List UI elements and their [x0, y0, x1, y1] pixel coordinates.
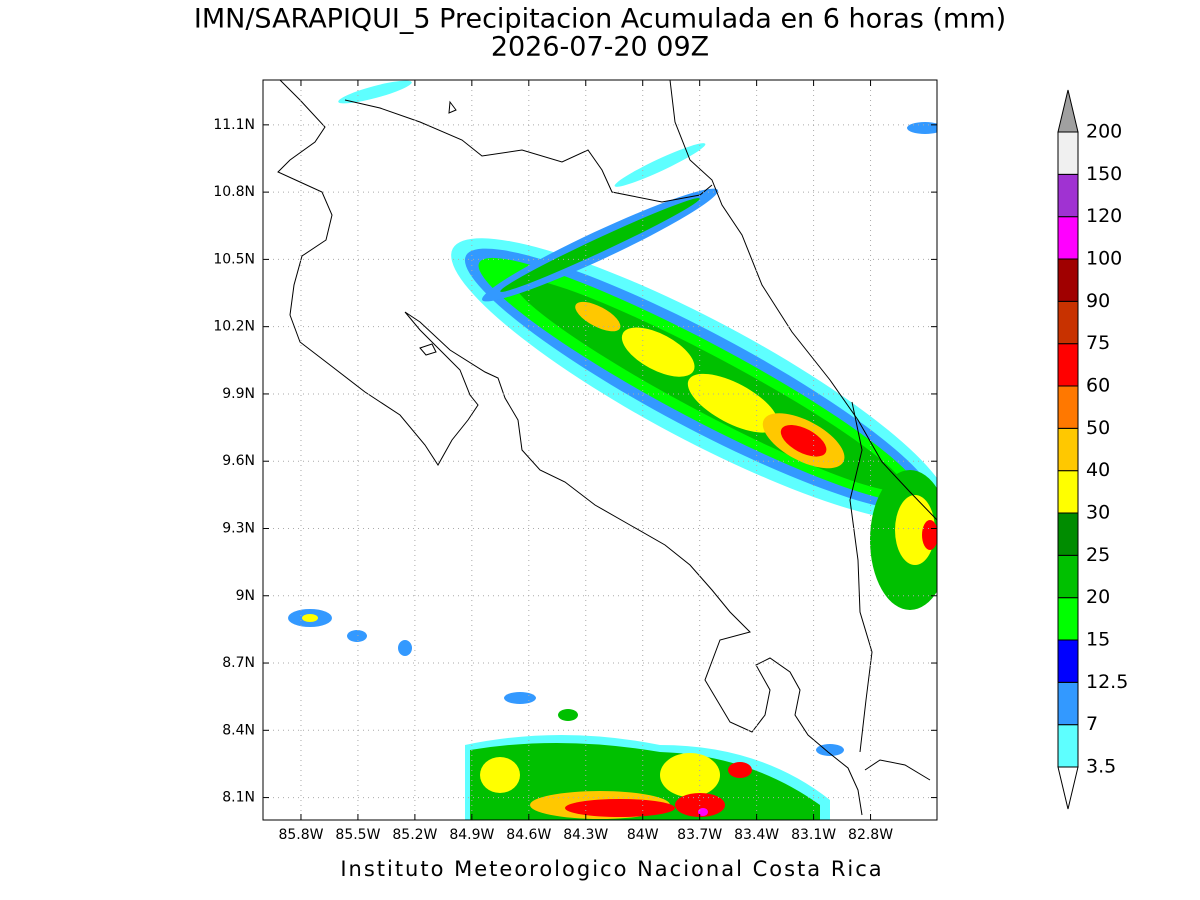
lat-tick-label: 8.1N [222, 790, 255, 806]
colorbar-segment [1057, 724, 1079, 768]
colorbar-label: 15 [1086, 629, 1110, 651]
lon-tick-label: 82.8W [848, 827, 893, 843]
colorbar-label: 150 [1086, 163, 1122, 185]
colorbar-segment [1057, 470, 1079, 514]
colorbar-segment [1057, 258, 1079, 302]
colorbar-segment [1057, 385, 1079, 429]
precipitation [288, 80, 937, 820]
colorbar-label: 12.5 [1086, 671, 1128, 693]
colorbar-segment [1057, 512, 1079, 556]
colorbar-label: 60 [1086, 375, 1110, 397]
colorbar-segment [1057, 597, 1079, 641]
subtitle: 2026-07-20 09Z [491, 32, 709, 63]
colorbar-label: 90 [1086, 290, 1110, 312]
lat-tick-label: 9.9N [222, 386, 255, 402]
lon-tick-label: 85.5W [335, 827, 380, 843]
lat-tick-label: 10.2N [213, 319, 255, 335]
map-frame [262, 79, 938, 821]
colorbar-over [1057, 89, 1079, 133]
lat-tick-label: 9.6N [222, 453, 255, 469]
colorbar-segment [1057, 681, 1079, 726]
lon-tick-label: 84.3W [563, 827, 608, 843]
lat-tick-label: 8.4N [222, 722, 255, 738]
lat-tick-label: 9.3N [222, 520, 255, 536]
map-area [277, 80, 937, 820]
colorbar-segment [1057, 427, 1079, 472]
lon-tick-label: 84.9W [449, 827, 494, 843]
colorbar-label: 50 [1086, 417, 1110, 439]
footer: Instituto Meteorologico Nacional Costa R… [340, 857, 883, 881]
lat-tick-label: 10.5N [213, 251, 255, 267]
lat-tick-label: 8.7N [222, 655, 255, 671]
lon-tick-label: 85.2W [392, 827, 437, 843]
colorbar-label: 40 [1086, 459, 1110, 481]
colorbar-label: 20 [1086, 586, 1110, 608]
colorbar-label: 75 [1086, 332, 1110, 354]
colorbar-label: 200 [1086, 121, 1122, 143]
colorbar-segment [1057, 554, 1079, 599]
lat-tick-label: 10.8N [213, 184, 255, 200]
colorbar-segment [1057, 131, 1079, 175]
colorbar-segment [1057, 639, 1079, 683]
colorbar-label: 3.5 [1086, 756, 1116, 778]
lat-tick-label: 9N [236, 588, 255, 604]
colorbar-label: 30 [1086, 502, 1110, 524]
lat-tick-label: 11.1N [213, 117, 255, 133]
colorbar-segment [1057, 216, 1079, 260]
lon-tick-label: 83.7W [677, 827, 722, 843]
lon-tick-label: 83.4W [734, 827, 779, 843]
colorbar-label: 7 [1086, 713, 1098, 735]
lon-tick-label: 84.6W [506, 827, 551, 843]
colorbar-segment [1057, 300, 1079, 345]
title: IMN/SARAPIQUI_5 Precipitacion Acumulada … [194, 4, 1006, 35]
colorbar-label: 120 [1086, 205, 1122, 227]
colorbar-segment [1057, 343, 1079, 387]
lon-tick-label: 85.8W [278, 827, 323, 843]
colorbar-label: 100 [1086, 248, 1122, 270]
colorbar-segment [1057, 173, 1079, 218]
lon-tick-label: 84W [627, 827, 659, 843]
lon-tick-label: 83.1W [791, 827, 836, 843]
colorbar-under [1057, 766, 1079, 810]
colorbar-label: 25 [1086, 544, 1110, 566]
